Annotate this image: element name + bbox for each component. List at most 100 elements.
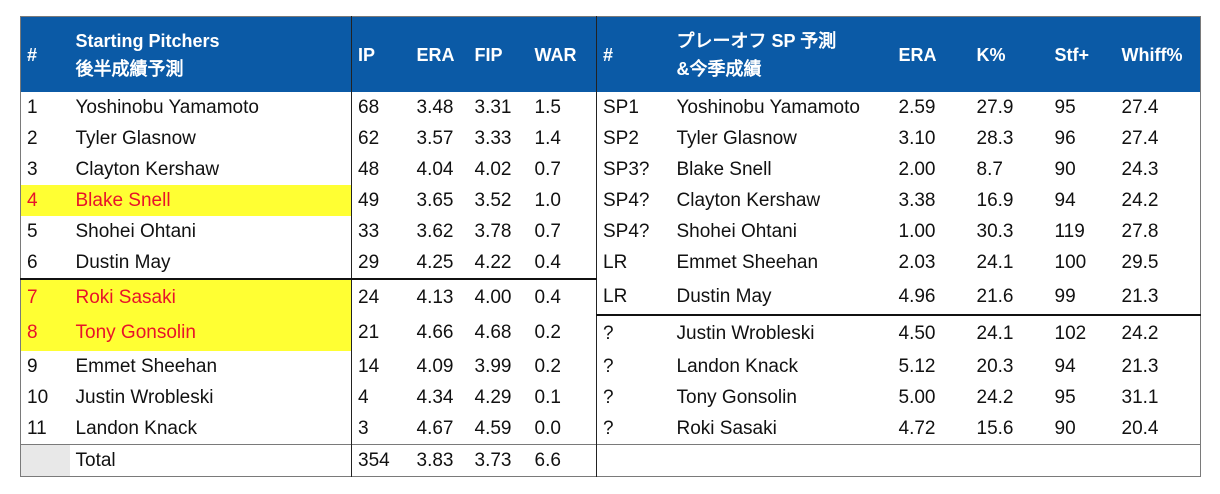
ip-cell: 14: [358, 355, 380, 377]
era-cell: 3.62: [416, 220, 454, 242]
right-name-cell: Landon Knack: [676, 355, 799, 377]
left-rank-cell: 2: [27, 127, 38, 149]
ip-cell: 29: [351, 247, 411, 280]
era-cell: 4.66: [416, 322, 454, 343]
k-pct-cell: 16.9: [976, 189, 1014, 211]
right-name-header-line1: プレーオフ SP 予測: [676, 30, 837, 51]
fip-cell: 4.00: [474, 286, 512, 308]
era-cell: 3.65: [416, 189, 454, 211]
left-rank-cell: 1: [27, 96, 38, 118]
whiff-pct-cell: 21.3: [1121, 355, 1159, 377]
right-era-header: ERA: [892, 16, 971, 92]
right-rank-cell: ?: [603, 386, 614, 408]
right-rank-cell: SP4?: [603, 220, 650, 242]
left-rank-cell: 5: [27, 220, 38, 242]
table-row: 1 Yoshinobu Yamamoto 68 3.48 3.31 1.5 SP1 Yoshi…: [21, 92, 1201, 123]
k-pct-cell: 20.3: [976, 355, 1014, 377]
stuff-plus-cell: 90: [1054, 158, 1076, 180]
total-era: 3.83: [410, 444, 469, 477]
k-pct-header: K%: [970, 16, 1049, 92]
left-rank-cell: 10: [27, 386, 49, 408]
war-cell: 0.0: [528, 413, 597, 445]
pitching-stats-table: # Starting Pitchers 後半成績予測 IP ERA FIP WAR…: [20, 16, 1201, 477]
ip-cell: 62: [358, 127, 380, 149]
total-row: Total 354 3.83 3.73 6.6: [20, 444, 1201, 477]
k-pct-cell: 24.2: [976, 386, 1014, 408]
right-rank-cell: ?: [603, 322, 614, 344]
whiff-pct-cell: 27.4: [1121, 127, 1159, 149]
total-rank-cell: [20, 444, 70, 477]
k-pct-cell: 8.7: [976, 158, 1003, 180]
war-cell: 1.4: [528, 123, 597, 154]
right-era-cell: 5.12: [898, 355, 936, 377]
right-rank-cell: LR: [596, 279, 671, 316]
right-name-cell: Dustin May: [670, 279, 893, 316]
right-rank-cell: SP2: [603, 127, 639, 149]
whiff-pct-cell: 24.2: [1121, 189, 1159, 211]
whiff-pct-cell: 24.2: [1121, 322, 1159, 344]
right-rank-cell: ?: [603, 417, 614, 439]
whiff-pct-cell: 27.8: [1121, 220, 1159, 242]
stuff-plus-cell: 95: [1054, 386, 1076, 408]
left-rank-cell: 7: [20, 279, 70, 315]
ip-cell: 24: [358, 286, 380, 308]
table-row: 3 Clayton Kershaw 48 4.04 4.02 0.7 SP3? Blake S…: [21, 154, 1201, 185]
table-row: 2 Tyler Glasnow 62 3.57 3.33 1.4 SP2 Tyler Glas…: [21, 123, 1201, 154]
war-header: WAR: [528, 16, 597, 92]
stuff-plus-cell: 95: [1054, 96, 1076, 118]
left-name-cell: Shohei Ohtani: [69, 216, 352, 247]
whiff-pct-cell: 21.3: [1115, 279, 1201, 316]
right-rank-cell: SP4?: [603, 189, 650, 211]
era-header: ERA: [410, 16, 469, 92]
whiff-pct-cell: 27.4: [1121, 96, 1159, 118]
whiff-pct-cell: 20.4: [1121, 417, 1159, 439]
fip-header: FIP: [468, 16, 529, 92]
left-name-header-line1: Starting Pitchers: [75, 30, 220, 51]
fip-cell: 4.59: [474, 417, 512, 439]
right-name-cell: Tyler Glasnow: [676, 127, 797, 149]
fip-cell: 3.31: [474, 96, 512, 118]
k-pct-cell: 30.3: [976, 220, 1014, 242]
whiff-pct-cell: 31.1: [1121, 386, 1159, 408]
stuff-plus-cell: 96: [1054, 127, 1076, 149]
war-cell: 0.7: [528, 154, 597, 185]
right-name-cell: Roki Sasaki: [676, 417, 777, 439]
table-row: 9 Emmet Sheehan 14 4.09 3.99 0.2? Landon Knack…: [21, 351, 1201, 382]
stuff-plus-header: Stf+: [1048, 16, 1116, 92]
left-name-cell: Roki Sasaki: [69, 279, 352, 315]
war-cell: 0.4: [528, 247, 597, 280]
total-right-empty: [596, 444, 1201, 477]
right-rank-cell: ?: [603, 355, 614, 377]
left-name-cell: Tyler Glasnow: [69, 123, 352, 154]
ip-cell: 68: [358, 96, 380, 118]
fip-cell: 3.78: [474, 220, 512, 242]
war-cell: 1.0: [528, 185, 597, 216]
right-name-cell: Yoshinobu Yamamoto: [676, 96, 860, 118]
table-body: 1 Yoshinobu Yamamoto 68 3.48 3.31 1.5 SP1 Yoshi…: [20, 92, 1201, 477]
war-cell: 0.4: [528, 279, 597, 315]
k-pct-cell: 15.6: [976, 417, 1014, 439]
right-era-cell: 4.50: [898, 322, 936, 344]
fip-cell: 3.33: [474, 127, 512, 149]
right-era-cell: 4.96: [892, 279, 971, 316]
war-cell: 0.2: [528, 315, 597, 351]
left-name-cell: Landon Knack: [69, 413, 352, 445]
stuff-plus-cell: 94: [1054, 355, 1076, 377]
right-era-cell: 1.00: [898, 220, 936, 242]
k-pct-cell: 27.9: [976, 96, 1014, 118]
right-era-cell: 2.59: [898, 96, 936, 118]
right-name-cell: Blake Snell: [676, 158, 772, 180]
whiff-pct-header: Whiff%: [1115, 16, 1201, 92]
table-row: 11 Landon Knack 3 4.67 4.59 0.0? Roki Sasaki 4.…: [21, 413, 1201, 445]
left-rank-cell: 3: [27, 158, 38, 180]
total-fip: 3.73: [468, 444, 529, 477]
stuff-plus-cell: 100: [1054, 252, 1087, 273]
left-rank-header: #: [20, 16, 70, 92]
left-rank-cell: 4: [20, 185, 70, 216]
ip-cell: 4: [358, 386, 369, 408]
ip-cell: 48: [358, 158, 380, 180]
right-rank-cell: SP1: [603, 96, 639, 118]
stuff-plus-cell: 99: [1048, 279, 1116, 316]
right-name-cell: Shohei Ohtani: [676, 220, 797, 242]
war-cell: 0.1: [528, 382, 597, 413]
